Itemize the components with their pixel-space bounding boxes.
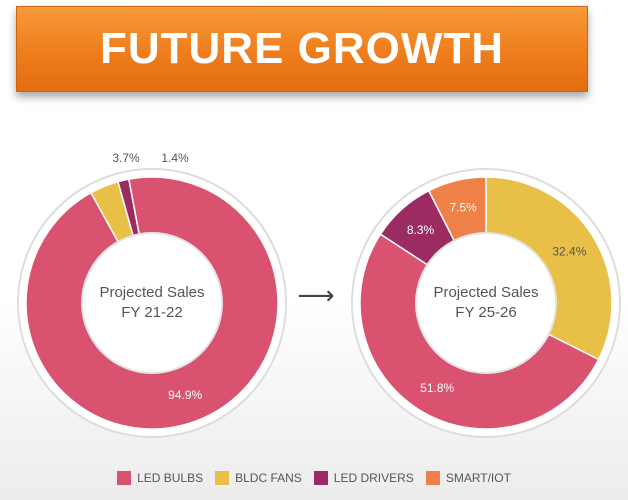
donut-chart-fy25-26: 32.4% 51.8% 8.3% 7.5% Projected Sales FY 25-2…	[351, 168, 621, 438]
center-label-line-1: Projected Sales	[433, 284, 538, 301]
slice-label-bldc-fans: 32.4%	[552, 245, 586, 259]
center-label-line-2: FY 21-22	[121, 304, 182, 321]
legend-item-smart-iot: SMART/IOT	[425, 471, 511, 485]
slice-label-smart-iot: 7.5%	[449, 201, 477, 215]
slice-label-bldc-fans: 3.7%	[112, 151, 140, 165]
arrow-icon: ⟶	[297, 281, 334, 311]
legend-swatch	[425, 471, 440, 485]
donut-charts: 94.9% 3.7% 1.4% Projected Sales FY 21-22 32.…	[17, 151, 621, 438]
legend-swatch	[313, 471, 328, 485]
legend-item-led-drivers: LED DRIVERS	[313, 471, 414, 485]
legend-label: LED BULBS	[137, 471, 204, 485]
slice-label-led-bulbs: 51.8%	[420, 381, 454, 395]
donut-hole	[415, 232, 557, 374]
legend-label: LED DRIVERS	[333, 471, 414, 485]
legend-swatch	[215, 471, 230, 485]
legend-label: BLDC FANS	[235, 471, 302, 485]
banner-title: FUTURE GROWTH	[99, 24, 505, 73]
donut-hole	[81, 232, 223, 374]
slice-label-led-drivers: 1.4%	[161, 151, 189, 165]
center-label-line-1: Projected Sales	[99, 284, 204, 301]
center-label-line-2: FY 25-26	[455, 304, 516, 321]
slice-label-led-drivers: 8.3%	[407, 223, 435, 237]
legend-item-bldc-fans: BLDC FANS	[215, 471, 302, 485]
legend-item-led-bulbs: LED BULBS	[117, 471, 203, 485]
slice-label-led-bulbs: 94.9%	[168, 388, 202, 402]
title-banner: FUTURE GROWTH	[16, 6, 588, 92]
legend-label: SMART/IOT	[445, 471, 511, 485]
donut-chart-fy21-22: 94.9% 3.7% 1.4% Projected Sales FY 21-22	[17, 151, 287, 438]
legend-swatch	[117, 471, 132, 485]
chart-legend: LED BULBS BLDC FANS LED DRIVERS SMART/IOT	[0, 466, 628, 490]
